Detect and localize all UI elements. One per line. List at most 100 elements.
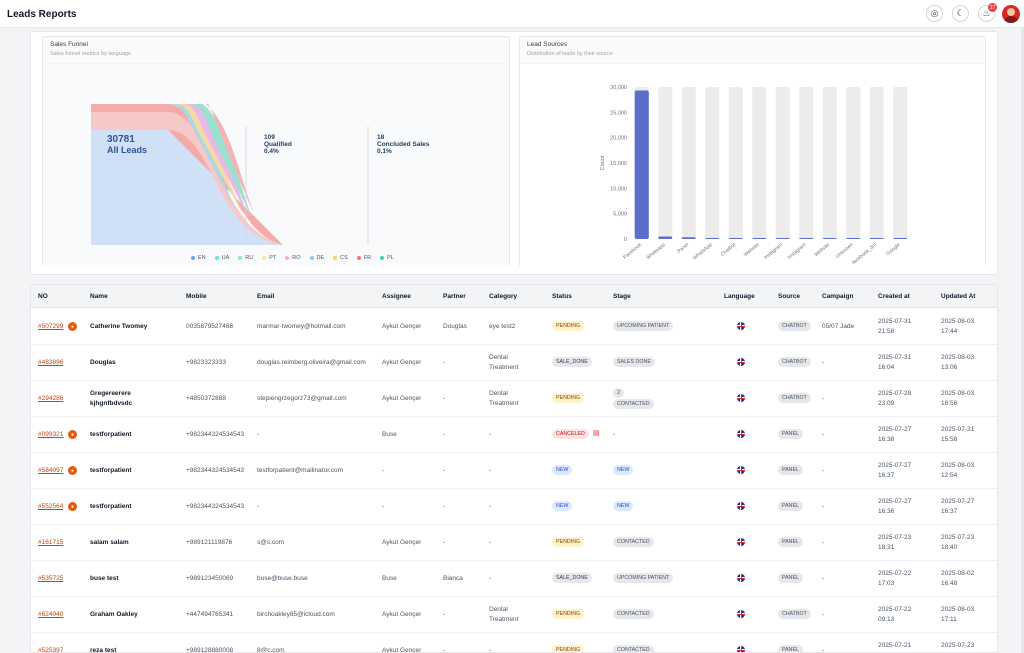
x-tick-label: facebook_dm <box>851 242 878 266</box>
table-row[interactable]: #161715 salam salam +989121119876 s@s.com Ay… <box>31 525 997 561</box>
column-header-language[interactable]: Language <box>724 293 755 300</box>
page-scrollbar[interactable] <box>1021 28 1024 653</box>
lead-email: s@s.com <box>257 539 285 546</box>
lead-id-link[interactable]: #507299 <box>38 323 64 330</box>
lead-partner: - <box>443 467 446 474</box>
y-tick-label: 5,000 <box>613 212 627 218</box>
avatar[interactable] <box>1002 5 1020 23</box>
lead-assignee: - <box>382 467 385 474</box>
moon-icon[interactable]: ☾ <box>952 5 969 22</box>
lead-category: - <box>489 647 492 653</box>
bar-background <box>705 87 720 239</box>
lead-id-link[interactable]: #624040 <box>38 611 64 618</box>
lead-partner: Bianca <box>443 575 463 582</box>
lead-id-link[interactable]: #483896 <box>38 359 64 366</box>
lead-id-link[interactable]: #584097 <box>38 467 64 474</box>
legend-dot <box>309 256 314 260</box>
column-header-source[interactable]: Source <box>778 293 801 300</box>
legend-label: CS <box>340 255 348 261</box>
updated-date: 2025-08-03 <box>941 390 975 397</box>
column-header-stage[interactable]: Stage <box>613 293 631 300</box>
legend-item-ro[interactable]: RO <box>285 255 301 261</box>
updated-time: 17:11 <box>941 616 957 623</box>
bar-whatsapp <box>705 238 720 239</box>
created-date: 2025-07-27 <box>878 426 912 433</box>
bar-facebook <box>634 90 649 240</box>
table-row[interactable]: #507299 ● Catherine Twomey 0035879527468 mar… <box>31 309 997 345</box>
lead-email: testforpatient@mailinator.com <box>257 467 344 474</box>
created-date: 2025-07-22 <box>878 606 912 613</box>
y-tick-label: 0 <box>624 237 627 243</box>
legend-item-fr[interactable]: FR <box>356 255 371 261</box>
lead-name: Graham Oakley <box>90 611 138 618</box>
lead-assignee: Aykut Gençer <box>382 359 422 366</box>
source-badge: CHATBOT <box>778 609 811 619</box>
lead-id-link[interactable]: #535725 <box>38 575 64 582</box>
stage-badge: CONTACTED <box>613 399 654 409</box>
legend-item-en[interactable]: EN <box>191 255 206 261</box>
table-row[interactable]: #525397 reza test +989128880008 8@c.com Ayku… <box>31 633 997 653</box>
column-header-partner[interactable]: Partner <box>443 293 466 300</box>
updated-time: 15:58 <box>941 436 958 443</box>
lead-partner: - <box>443 359 446 366</box>
table-row[interactable]: #099321 ● testforpatient +982344324534543 - B… <box>31 417 997 453</box>
lead-category-line2: Treatment <box>489 616 519 623</box>
table-row[interactable]: #584097 ● testforpatient +982344324534543 te… <box>31 453 997 489</box>
lead-email: birchoakley85@icloud.com <box>257 611 335 618</box>
bell-icon[interactable]: ♨ 17 <box>978 3 997 22</box>
legend-item-pt[interactable]: PT <box>262 255 276 261</box>
x-tick-label: Chatbot <box>720 242 738 258</box>
lead-partner: Douglas <box>443 323 467 330</box>
updated-time: 18:40 <box>941 544 958 551</box>
y-tick-label: 25,000 <box>610 110 627 116</box>
concluded-pct: 0.1% <box>377 148 392 156</box>
legend-item-pl[interactable]: PL <box>380 255 394 261</box>
created-date: 2025-07-27 <box>878 462 912 469</box>
lead-id-link[interactable]: #099321 <box>38 431 64 438</box>
updated-time: 17:44 <box>941 328 958 335</box>
table-row[interactable]: #552564 ● testforpatient +982344324534543 - -… <box>31 489 997 525</box>
legend-item-cs[interactable]: CS <box>333 255 348 261</box>
column-header-updated-at[interactable]: Updated At <box>941 293 976 300</box>
table-row[interactable]: #624040 Graham Oakley +447494765341 birchoa… <box>31 597 997 633</box>
lead-email: douglas.reimberg.oliveira@gmail.com <box>257 359 366 366</box>
legend-item-ua[interactable]: UA <box>214 255 229 261</box>
lead-id-link[interactable]: #552564 <box>38 503 64 510</box>
table-row[interactable]: #294286 Gregereerere kjhgnfbdvsdc +48503728… <box>31 381 997 417</box>
column-header-assignee[interactable]: Assignee <box>382 293 411 300</box>
column-header-name[interactable]: Name <box>90 293 108 300</box>
lead-mobile: +982344324534543 <box>186 503 245 510</box>
column-header-mobile[interactable]: Mobile <box>186 293 207 300</box>
source-badge: CHATBOT <box>778 393 811 403</box>
column-header-status[interactable]: Status <box>552 293 572 300</box>
lead-campaign: - <box>822 395 825 402</box>
column-header-no[interactable]: NO <box>38 293 48 300</box>
updated-date: 2025-08-03 <box>941 354 975 361</box>
table-row[interactable]: #535725 buse test +989123450069 buse@buse.b… <box>31 561 997 597</box>
table-row[interactable]: #483896 Douglas +9823323333 douglas.reimber… <box>31 345 997 381</box>
legend-item-ru[interactable]: RU <box>238 255 253 261</box>
lead-email: - <box>257 503 260 510</box>
lead-id-link[interactable]: #525397 <box>38 647 64 653</box>
column-header-campaign[interactable]: Campaign <box>822 293 854 300</box>
lead-assignee: Aykut Gençer <box>382 611 422 618</box>
column-header-created-at[interactable]: Created at <box>878 293 910 300</box>
legend-item-de[interactable]: DE <box>309 255 324 261</box>
updated-date: 2025-07-23 <box>941 642 975 649</box>
column-header-email[interactable]: Email <box>257 293 275 300</box>
updated-time: 16:48 <box>941 580 958 587</box>
note-icon[interactable]: ▤ <box>593 430 600 437</box>
uk-flag-icon <box>737 538 745 546</box>
bar-unknown <box>846 238 861 239</box>
lead-category: - <box>489 539 492 546</box>
x-tick-label: Panel <box>676 242 690 255</box>
lead-mobile: +982344324534543 <box>186 467 245 474</box>
lead-id-link[interactable]: #161715 <box>38 539 64 546</box>
lead-id-link[interactable]: #294286 <box>38 395 64 402</box>
column-header-category[interactable]: Category <box>489 293 518 300</box>
lead-campaign: - <box>822 359 825 366</box>
source-badge: PANEL <box>778 429 803 439</box>
legend-label: RO <box>292 255 301 261</box>
globe-icon[interactable]: ◎ <box>926 5 943 22</box>
bar-google <box>893 238 908 239</box>
